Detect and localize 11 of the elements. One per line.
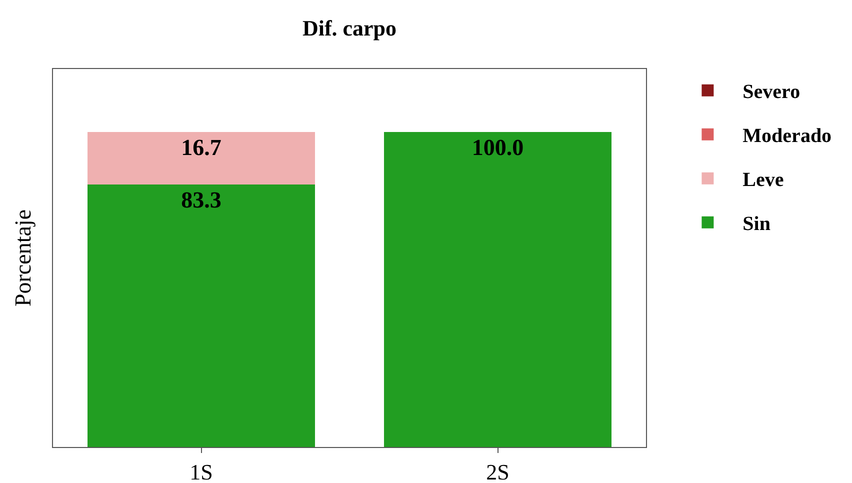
legend-label: Sin [742, 213, 770, 236]
legend-label: Leve [742, 169, 784, 192]
data-label: 83.3 [181, 188, 222, 213]
legend-label: Severo [742, 81, 800, 104]
x-tick-label: 1S [190, 459, 213, 483]
legend-label: Moderado [742, 125, 832, 148]
chart-title: Dif. carpo [302, 16, 397, 41]
y-axis-title: Porcentaje [10, 209, 36, 307]
x-tick-label: 2S [486, 459, 510, 483]
data-label: 16.7 [181, 135, 222, 160]
data-label: 100.0 [472, 135, 524, 160]
